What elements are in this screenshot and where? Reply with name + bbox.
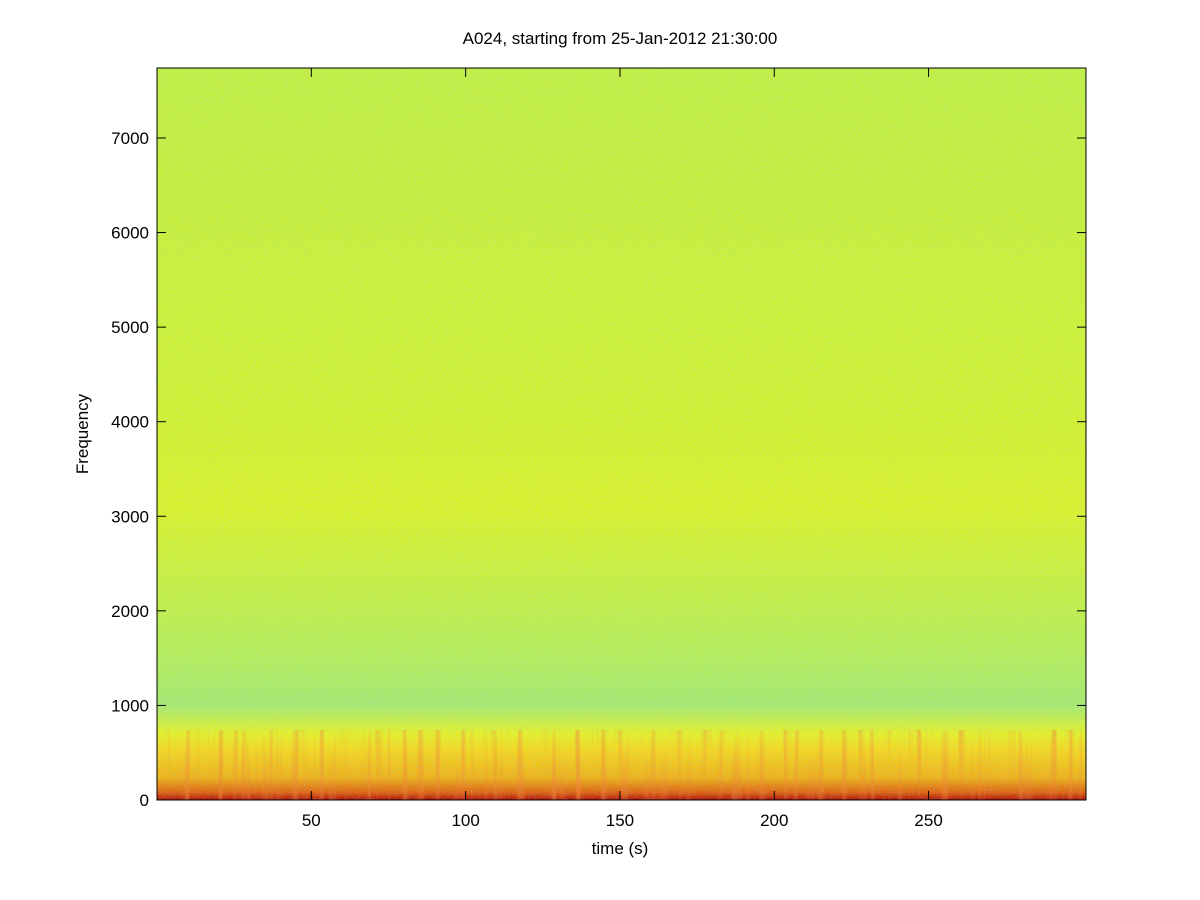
y-tick-label: 0 <box>140 791 149 810</box>
y-tick-label: 2000 <box>111 602 149 621</box>
x-axis-label: time (s) <box>592 839 649 858</box>
x-tick-label: 150 <box>606 811 634 830</box>
y-tick-label: 4000 <box>111 413 149 432</box>
y-axis-label: Frequency <box>73 393 92 474</box>
y-tick-label: 3000 <box>111 507 149 526</box>
chart-title: A024, starting from 25-Jan-2012 21:30:00 <box>463 29 778 48</box>
y-tick-label: 6000 <box>111 224 149 243</box>
y-tick-label: 5000 <box>111 318 149 337</box>
x-tick-label: 200 <box>760 811 788 830</box>
x-tick-label: 250 <box>914 811 942 830</box>
plot-frame <box>156 67 1087 801</box>
spectrogram-image <box>157 68 1086 800</box>
x-tick-label: 100 <box>451 811 479 830</box>
y-tick-label: 7000 <box>111 129 149 148</box>
x-tick-label: 50 <box>302 811 321 830</box>
y-tick-label: 1000 <box>111 696 149 715</box>
